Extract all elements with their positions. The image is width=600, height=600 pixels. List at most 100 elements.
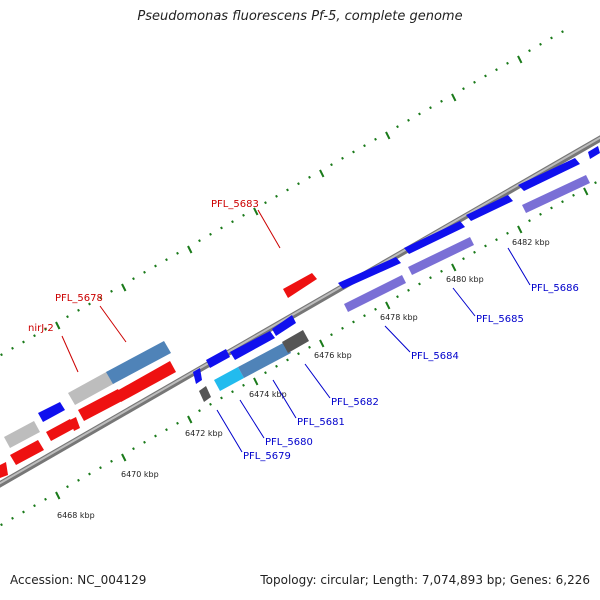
- tick-mark: [473, 80, 476, 84]
- tick-mark: [462, 257, 465, 261]
- gene-arrow[interactable]: [206, 349, 230, 368]
- tick-mark: [539, 42, 542, 46]
- gene-label-pfl-5684[interactable]: PFL_5684: [411, 351, 459, 362]
- gene-label-pfl-5685[interactable]: PFL_5685: [476, 314, 524, 325]
- footer-stats: Topology: circular; Length: 7,074,893 bp…: [260, 573, 590, 587]
- tick-mark: [99, 466, 102, 470]
- gene-feature[interactable]: [214, 367, 244, 391]
- tick-mark: [517, 55, 523, 64]
- gene-arrow[interactable]: [10, 440, 44, 465]
- tick-mark: [594, 181, 597, 185]
- tick-mark: [187, 245, 193, 254]
- gene-feature[interactable]: [199, 386, 211, 402]
- tick-mark: [110, 459, 113, 463]
- tick-mark: [561, 200, 564, 204]
- tick-mark: [429, 276, 432, 280]
- gene-label-pfl-5678[interactable]: PFL_5678: [55, 293, 103, 304]
- gene-arrow[interactable]: [230, 331, 275, 360]
- gene-label-pfl-5683[interactable]: PFL_5683: [211, 199, 259, 210]
- tick-mark: [484, 244, 487, 248]
- reverse-genes[interactable]: [0, 341, 211, 478]
- tick-mark: [165, 258, 168, 262]
- tick-label-6472: 6472 kbp: [185, 429, 223, 438]
- tick-mark: [110, 289, 113, 293]
- tick-mark: [484, 74, 487, 78]
- gene-feature-gray[interactable]: [68, 371, 115, 405]
- tick-mark: [176, 421, 179, 425]
- tick-mark: [22, 340, 25, 344]
- gene-arrow[interactable]: [272, 315, 296, 336]
- gene-feature[interactable]: [344, 275, 406, 312]
- gene-arrow-pfl-5683[interactable]: [283, 273, 317, 298]
- tick-mark: [264, 201, 267, 205]
- tick-mark: [429, 106, 432, 110]
- tick-label-6478: 6478 kbp: [380, 313, 418, 322]
- tick-mark: [572, 193, 575, 197]
- tick-mark: [495, 68, 498, 72]
- tick-mark: [440, 99, 443, 103]
- gene-arrow[interactable]: [588, 146, 600, 159]
- gene-arrow[interactable]: [518, 158, 580, 191]
- tick-mark: [143, 270, 146, 274]
- gene-arrow[interactable]: [193, 368, 202, 384]
- tick-mark: [396, 295, 399, 299]
- tick-mark: [330, 163, 333, 167]
- gene-feature[interactable]: [238, 342, 291, 378]
- gene-arrow[interactable]: [78, 389, 124, 421]
- tick-mark: [451, 93, 457, 102]
- tick-mark: [165, 428, 168, 432]
- tick-mark: [253, 377, 259, 386]
- tick-mark: [99, 296, 102, 300]
- tick-mark: [187, 415, 193, 424]
- tick-mark: [0, 353, 3, 357]
- tick-mark: [209, 232, 212, 236]
- tick-mark: [66, 485, 69, 489]
- gene-feature[interactable]: [522, 175, 590, 213]
- gene-arrow[interactable]: [70, 417, 80, 431]
- tick-mark: [308, 175, 311, 179]
- tick-mark: [66, 315, 69, 319]
- gene-label-nirj-2[interactable]: nirJ-2: [28, 323, 54, 334]
- tick-mark: [154, 264, 157, 268]
- tick-mark: [517, 225, 523, 234]
- tick-mark: [275, 364, 278, 368]
- gene-arrow[interactable]: [115, 361, 176, 402]
- tick-mark: [77, 308, 80, 312]
- tick-mark: [198, 409, 201, 413]
- tick-mark: [88, 472, 91, 476]
- tick-mark: [396, 125, 399, 129]
- gene-feature[interactable]: [408, 237, 474, 275]
- tick-mark: [550, 36, 553, 40]
- tick-labels: 6468 kbp 6470 kbp 6472 kbp 6474 kbp 6476…: [57, 238, 550, 520]
- tick-mark: [253, 207, 259, 216]
- gene-arrow[interactable]: [466, 195, 513, 221]
- tick-mark: [297, 352, 300, 356]
- tick-label-6480: 6480 kbp: [446, 275, 484, 284]
- tick-mark: [55, 491, 61, 500]
- gene-arrow[interactable]: [46, 419, 75, 441]
- gene-label-pfl-5681[interactable]: PFL_5681: [297, 417, 345, 428]
- forward-genes[interactable]: [38, 146, 600, 422]
- gene-feature[interactable]: [106, 341, 171, 384]
- tick-mark: [451, 263, 457, 272]
- tick-mark: [319, 169, 325, 178]
- tick-mark: [275, 194, 278, 198]
- tick-mark: [385, 131, 391, 140]
- tick-mark: [11, 346, 14, 350]
- gene-arrow[interactable]: [338, 257, 401, 289]
- tick-mark: [297, 182, 300, 186]
- tick-mark: [176, 251, 179, 255]
- gene-feature[interactable]: [282, 330, 309, 353]
- gene-arrow[interactable]: [404, 221, 465, 254]
- gene-label-pfl-5679[interactable]: PFL_5679: [243, 451, 291, 462]
- gene-feature-gray[interactable]: [4, 421, 40, 448]
- gene-label-pfl-5686[interactable]: PFL_5686: [531, 283, 579, 294]
- gene-arrow[interactable]: [38, 402, 65, 422]
- tick-label-6468: 6468 kbp: [57, 511, 95, 520]
- label-leaders: [61, 209, 531, 453]
- gene-label-pfl-5682[interactable]: PFL_5682: [331, 397, 379, 408]
- gene-label-pfl-5680[interactable]: PFL_5680: [265, 437, 313, 448]
- gene-arrow[interactable]: [0, 462, 8, 478]
- tick-mark: [198, 239, 201, 243]
- tick-mark: [319, 339, 325, 348]
